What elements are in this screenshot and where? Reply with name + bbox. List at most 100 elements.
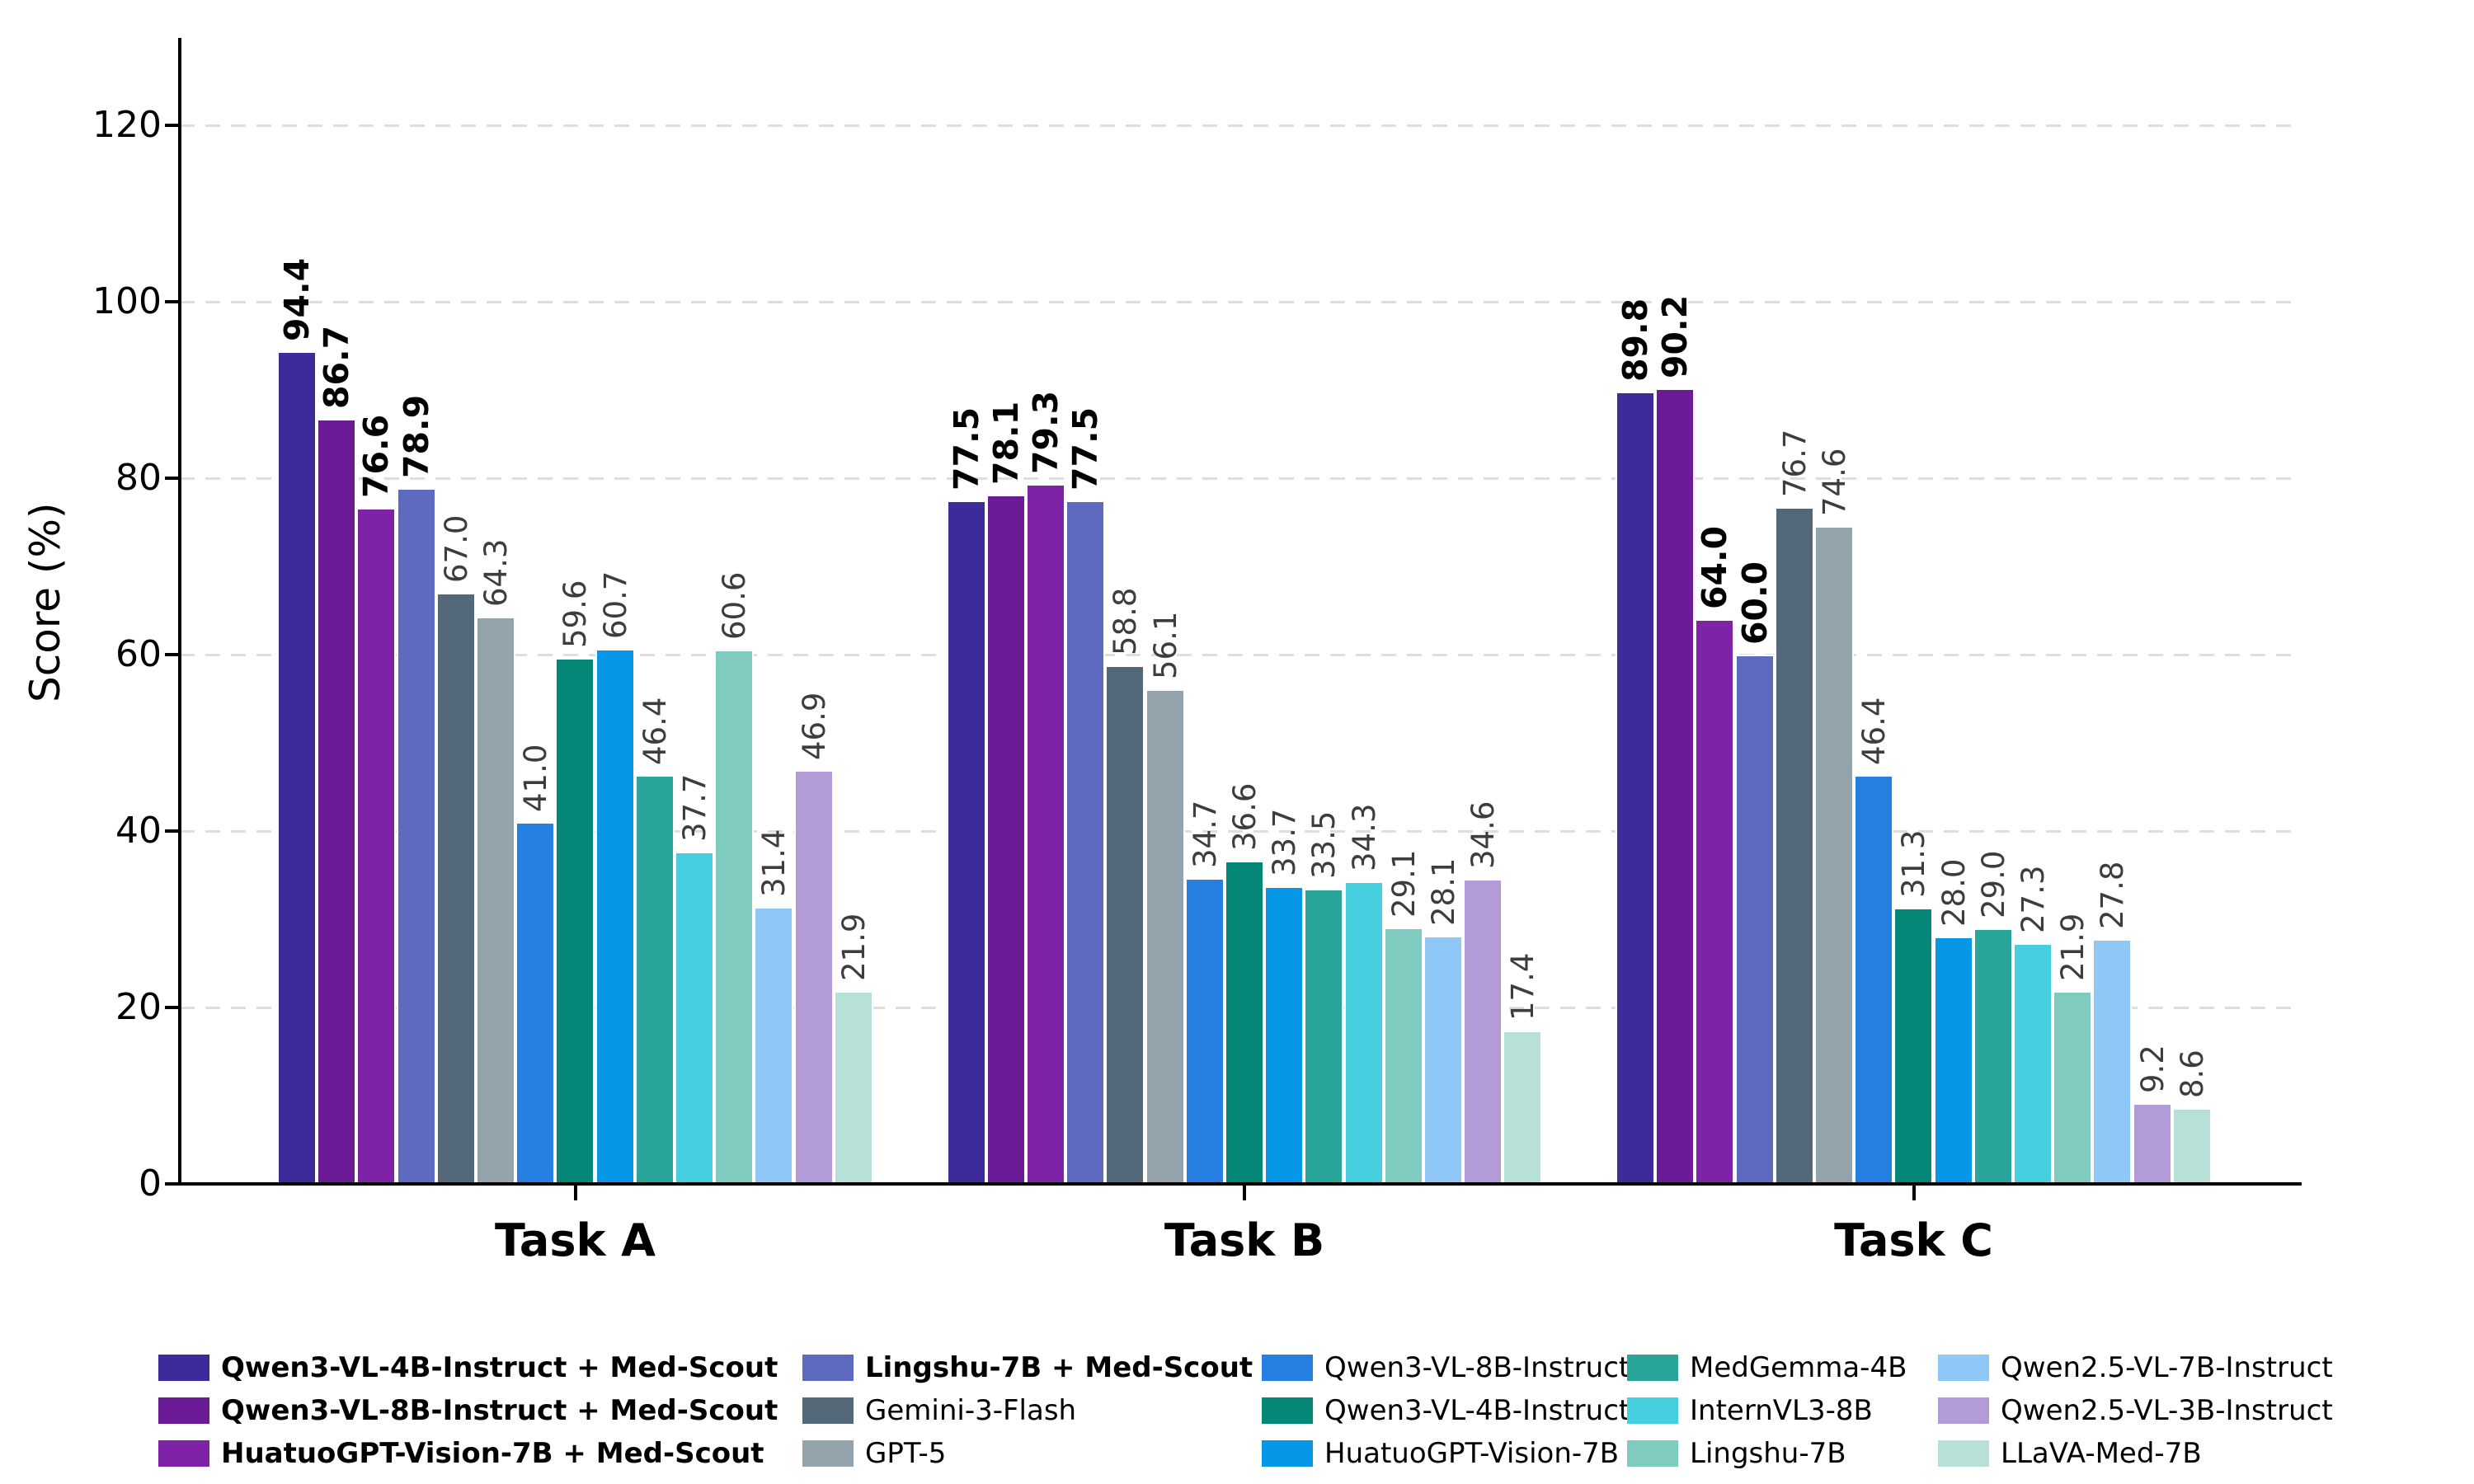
bar-MedGemma-4B-Task A	[635, 774, 675, 1184]
legend-item: Qwen3-VL-8B-Instruct + Med-Scout	[158, 1394, 778, 1427]
legend-swatch-Qwen3-VL-4B-Instruct + Med-Scout	[158, 1355, 209, 1381]
y-tick-mark-60	[165, 653, 180, 656]
gridline-60	[180, 654, 2302, 656]
y-tick-label-100: 100	[92, 280, 162, 322]
y-tick-label-80: 80	[115, 457, 162, 499]
gridline-40	[180, 830, 2302, 833]
bar-InternVL3-8B-Task C	[2013, 942, 2053, 1184]
legend-swatch-HuatuoGPT-Vision-7B + Med-Scout	[158, 1440, 209, 1467]
value-label-GPT-5-Task A: 64.3	[477, 538, 514, 607]
bar-Qwen3-VL-8B-Instruct + Med-Scout-Task B	[986, 495, 1026, 1184]
value-label-LLaVA-Med-7B-Task C: 8.6	[2174, 1050, 2210, 1098]
value-label-Qwen3-VL-4B-Instruct-Task C: 31.3	[1895, 829, 1931, 899]
y-tick-label-40: 40	[115, 810, 162, 852]
legend-label-Qwen2.5-VL-7B-Instruct: Qwen2.5-VL-7B-Instruct	[2001, 1351, 2333, 1384]
value-label-Lingshu-7B + Med-Scout-Task C: 60.0	[1734, 561, 1775, 645]
bar-InternVL3-8B-Task B	[1344, 881, 1384, 1184]
legend-label-InternVL3-8B: InternVL3-8B	[1690, 1394, 1873, 1427]
value-label-Qwen3-VL-4B-Instruct + Med-Scout-Task A: 94.4	[276, 257, 317, 341]
value-label-LLaVA-Med-7B-Task A: 21.9	[835, 913, 872, 981]
legend-swatch-Qwen3-VL-8B-Instruct + Med-Scout	[158, 1397, 209, 1424]
bar-InternVL3-8B-Task A	[675, 851, 714, 1184]
value-label-HuatuoGPT-Vision-7B + Med-Scout-Task A: 76.6	[355, 415, 396, 499]
y-tick-mark-100	[165, 300, 180, 303]
legend-label-Qwen3-VL-8B-Instruct: Qwen3-VL-8B-Instruct	[1324, 1351, 1630, 1384]
legend-swatch-InternVL3-8B	[1627, 1397, 1678, 1424]
y-axis-line	[178, 38, 181, 1186]
x-axis-line	[178, 1182, 2302, 1186]
legend-swatch-Qwen2.5-VL-3B-Instruct	[1938, 1397, 1989, 1424]
bar-Qwen2.5-VL-7B-Instruct-Task C	[2092, 938, 2132, 1184]
bar-LLaVA-Med-7B-Task A	[834, 990, 873, 1184]
legend-item: Lingshu-7B + Med-Scout	[802, 1351, 1253, 1384]
y-tick-label-20: 20	[115, 986, 162, 1028]
gridline-120	[180, 124, 2302, 127]
legend-swatch-Qwen3-VL-8B-Instruct	[1262, 1355, 1313, 1381]
bar-MedGemma-4B-Task C	[1973, 928, 2013, 1184]
bar-MedGemma-4B-Task B	[1304, 888, 1343, 1184]
legend-item: MedGemma-4B	[1627, 1351, 1907, 1384]
value-label-Qwen2.5-VL-7B-Instruct-Task B: 28.1	[1425, 857, 1461, 927]
bar-GPT-5-Task C	[1814, 525, 1854, 1184]
legend-swatch-MedGemma-4B	[1627, 1355, 1678, 1381]
bar-Qwen3-VL-8B-Instruct-Task C	[1854, 774, 1893, 1184]
value-label-Qwen2.5-VL-7B-Instruct-Task A: 31.4	[755, 829, 792, 898]
bar-Qwen3-VL-8B-Instruct-Task B	[1185, 877, 1225, 1184]
gridline-100	[180, 301, 2302, 303]
bar-HuatuoGPT-Vision-7B-Task B	[1264, 886, 1304, 1184]
bar-Lingshu-7B + Med-Scout-Task A	[397, 487, 436, 1184]
legend-swatch-Qwen3-VL-4B-Instruct	[1262, 1397, 1313, 1424]
value-label-Qwen2.5-VL-3B-Instruct-Task A: 46.9	[796, 692, 832, 761]
bar-Qwen3-VL-8B-Instruct + Med-Scout-Task C	[1655, 387, 1695, 1184]
legend-label-MedGemma-4B: MedGemma-4B	[1690, 1351, 1907, 1384]
value-label-MedGemma-4B-Task A: 46.4	[637, 697, 673, 765]
value-label-GPT-5-Task B: 56.1	[1147, 611, 1183, 679]
legend-label-Gemini-3-Flash: Gemini-3-Flash	[865, 1394, 1077, 1427]
value-label-Lingshu-7B + Med-Scout-Task A: 78.9	[396, 394, 436, 478]
legend-item: Qwen3-VL-4B-Instruct	[1262, 1394, 1630, 1427]
legend-item: Qwen3-VL-8B-Instruct	[1262, 1351, 1630, 1384]
bar-LLaVA-Med-7B-Task B	[1503, 1030, 1542, 1184]
y-tick-mark-0	[165, 1182, 180, 1186]
bar-Qwen3-VL-4B-Instruct-Task C	[1893, 908, 1933, 1184]
legend-item: HuatuoGPT-Vision-7B + Med-Scout	[158, 1437, 764, 1470]
value-label-HuatuoGPT-Vision-7B-Task B: 33.7	[1266, 809, 1302, 877]
x-category-label-Task C: Task C	[1834, 1214, 1993, 1266]
y-tick-mark-20	[165, 1006, 180, 1009]
value-label-HuatuoGPT-Vision-7B + Med-Scout-Task C: 64.0	[1694, 526, 1734, 610]
x-tick-mark-Task C	[1912, 1186, 1916, 1200]
value-label-HuatuoGPT-Vision-7B + Med-Scout-Task B: 79.3	[1025, 391, 1065, 475]
value-label-HuatuoGPT-Vision-7B-Task A: 60.7	[597, 571, 633, 639]
value-label-Qwen2.5-VL-7B-Instruct-Task C: 27.8	[2094, 861, 2130, 929]
x-category-label-Task A: Task A	[495, 1214, 656, 1266]
y-tick-label-0: 0	[139, 1162, 162, 1205]
value-label-Lingshu-7B-Task A: 60.6	[716, 571, 752, 640]
legend-item: Lingshu-7B	[1627, 1437, 1846, 1470]
legend-label-Lingshu-7B + Med-Scout: Lingshu-7B + Med-Scout	[865, 1351, 1253, 1384]
legend-label-HuatuoGPT-Vision-7B + Med-Scout: HuatuoGPT-Vision-7B + Med-Scout	[221, 1437, 764, 1470]
bar-Gemini-3-Flash-Task B	[1105, 665, 1145, 1184]
y-tick-label-120: 120	[92, 104, 162, 146]
bar-HuatuoGPT-Vision-7B-Task A	[595, 648, 635, 1184]
y-tick-label-60: 60	[115, 633, 162, 675]
value-label-Qwen3-VL-8B-Instruct + Med-Scout-Task B: 78.1	[985, 402, 1026, 486]
value-label-InternVL3-8B-Task C: 27.3	[2015, 865, 2051, 933]
legend-swatch-GPT-5	[802, 1440, 854, 1467]
bar-HuatuoGPT-Vision-7B-Task C	[1934, 937, 1973, 1184]
bar-Qwen3-VL-4B-Instruct + Med-Scout-Task C	[1616, 392, 1655, 1184]
legend-swatch-HuatuoGPT-Vision-7B	[1262, 1440, 1313, 1467]
bar-GPT-5-Task A	[476, 616, 515, 1184]
legend-item: Qwen2.5-VL-7B-Instruct	[1938, 1351, 2333, 1384]
legend-swatch-Gemini-3-Flash	[802, 1397, 854, 1424]
bar-Qwen3-VL-4B-Instruct-Task A	[555, 658, 595, 1184]
value-label-Lingshu-7B-Task B: 29.1	[1385, 849, 1422, 918]
legend-item: Gemini-3-Flash	[802, 1394, 1076, 1427]
value-label-Qwen3-VL-8B-Instruct-Task A: 41.0	[517, 744, 553, 813]
bar-Qwen2.5-VL-7B-Instruct-Task A	[754, 907, 793, 1184]
value-label-Qwen2.5-VL-3B-Instruct-Task C: 9.2	[2134, 1044, 2171, 1093]
x-tick-mark-Task A	[573, 1186, 577, 1200]
bar-Lingshu-7B-Task B	[1384, 927, 1423, 1184]
legend-item: HuatuoGPT-Vision-7B	[1262, 1437, 1619, 1470]
bar-GPT-5-Task B	[1145, 688, 1185, 1184]
bar-Qwen3-VL-8B-Instruct + Med-Scout-Task A	[317, 419, 356, 1184]
